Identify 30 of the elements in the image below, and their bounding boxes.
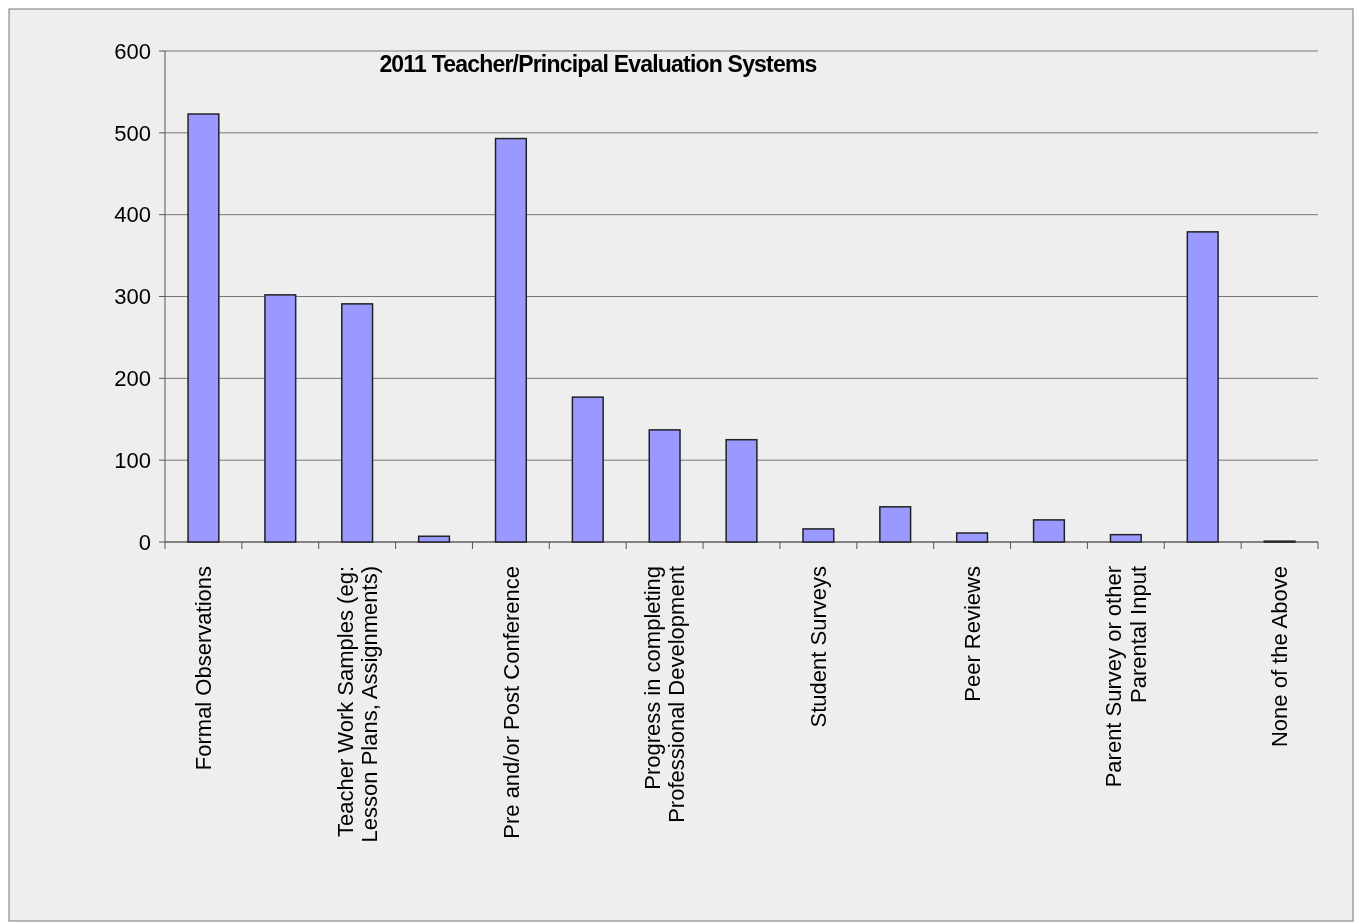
y-tick-label: 400 <box>114 202 151 228</box>
chart-title: 2011 Teacher/Principal Evaluation Systems <box>379 51 817 77</box>
y-tick-label: 600 <box>114 38 151 64</box>
bar <box>494 137 528 543</box>
x-tick-label: Teacher Work Samples (eg: Lesson Plans, Assignments) <box>332 566 382 843</box>
bar <box>264 294 297 543</box>
x-tick-label: Student Surveys <box>806 566 832 728</box>
bar <box>1186 231 1219 543</box>
bar <box>725 438 758 543</box>
bar <box>1109 533 1142 543</box>
x-tick-label: Pre and/or Post Conference <box>498 566 524 839</box>
x-tick-label: Progress in completing Professional Development <box>640 566 690 823</box>
y-tick-label: 300 <box>114 284 151 310</box>
bar <box>417 535 451 543</box>
bar <box>955 532 989 543</box>
y-tick-label: 100 <box>114 447 151 473</box>
y-tick-label: 0 <box>138 529 151 555</box>
bar <box>1032 519 1066 543</box>
bar <box>648 429 681 543</box>
bar <box>187 113 220 543</box>
y-tick-label: 200 <box>114 366 151 392</box>
bar <box>879 506 912 543</box>
y-tick-label: 500 <box>114 120 151 146</box>
x-tick-label: Parent Survey or other Parental Input <box>1101 566 1151 788</box>
bar <box>802 528 835 543</box>
x-tick-label: Formal Observations <box>191 566 217 771</box>
bar <box>341 303 374 543</box>
x-tick-label: None of the Above <box>1267 566 1293 748</box>
x-tick-label: Peer Reviews <box>959 566 985 702</box>
bar <box>571 396 604 543</box>
